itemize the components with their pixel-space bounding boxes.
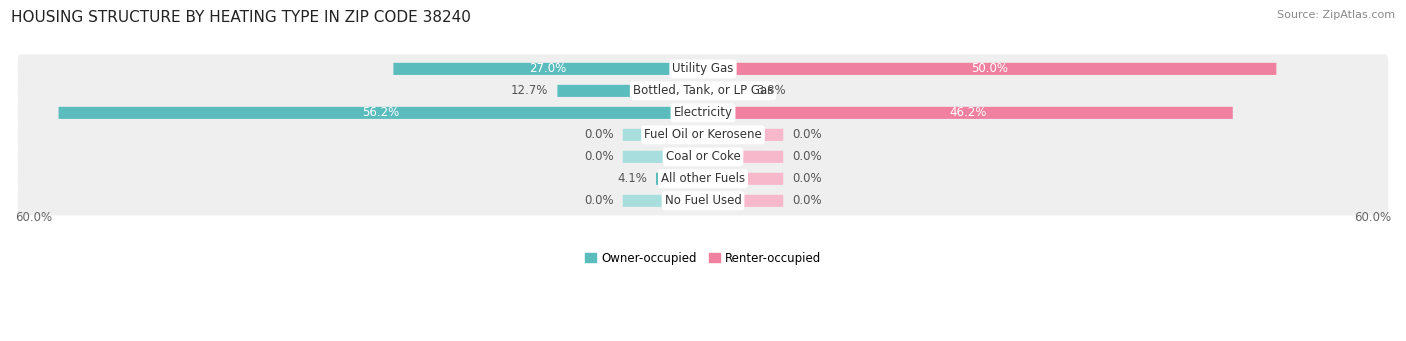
Text: 0.0%: 0.0%: [583, 128, 613, 142]
Text: All other Fuels: All other Fuels: [661, 172, 745, 185]
Text: HOUSING STRUCTURE BY HEATING TYPE IN ZIP CODE 38240: HOUSING STRUCTURE BY HEATING TYPE IN ZIP…: [11, 10, 471, 25]
Text: Electricity: Electricity: [673, 106, 733, 119]
FancyBboxPatch shape: [703, 107, 1233, 119]
FancyBboxPatch shape: [59, 107, 703, 119]
Text: 27.0%: 27.0%: [530, 62, 567, 75]
Text: 4.1%: 4.1%: [617, 172, 647, 185]
Legend: Owner-occupied, Renter-occupied: Owner-occupied, Renter-occupied: [579, 247, 827, 270]
Text: No Fuel Used: No Fuel Used: [665, 194, 741, 207]
FancyBboxPatch shape: [557, 85, 703, 97]
Text: 0.0%: 0.0%: [793, 194, 823, 207]
FancyBboxPatch shape: [18, 54, 1388, 84]
Text: Fuel Oil or Kerosene: Fuel Oil or Kerosene: [644, 128, 762, 142]
FancyBboxPatch shape: [18, 76, 1388, 105]
Text: 60.0%: 60.0%: [15, 211, 52, 224]
Text: 0.0%: 0.0%: [793, 172, 823, 185]
FancyBboxPatch shape: [18, 164, 1388, 193]
FancyBboxPatch shape: [703, 85, 747, 97]
FancyBboxPatch shape: [703, 63, 1277, 75]
Text: Utility Gas: Utility Gas: [672, 62, 734, 75]
FancyBboxPatch shape: [703, 151, 783, 163]
Text: 46.2%: 46.2%: [949, 106, 987, 119]
FancyBboxPatch shape: [18, 186, 1388, 216]
Text: 0.0%: 0.0%: [583, 194, 613, 207]
Text: 3.8%: 3.8%: [756, 84, 786, 98]
FancyBboxPatch shape: [394, 63, 703, 75]
Text: 56.2%: 56.2%: [363, 106, 399, 119]
FancyBboxPatch shape: [703, 129, 783, 141]
FancyBboxPatch shape: [18, 120, 1388, 149]
FancyBboxPatch shape: [623, 195, 703, 207]
Text: Source: ZipAtlas.com: Source: ZipAtlas.com: [1277, 10, 1395, 20]
Text: 12.7%: 12.7%: [510, 84, 548, 98]
FancyBboxPatch shape: [703, 173, 783, 185]
FancyBboxPatch shape: [657, 173, 703, 185]
FancyBboxPatch shape: [623, 151, 703, 163]
Text: 0.0%: 0.0%: [793, 128, 823, 142]
FancyBboxPatch shape: [703, 195, 783, 207]
FancyBboxPatch shape: [623, 129, 703, 141]
Text: 60.0%: 60.0%: [1354, 211, 1391, 224]
Text: 0.0%: 0.0%: [793, 150, 823, 163]
FancyBboxPatch shape: [18, 98, 1388, 128]
Text: 50.0%: 50.0%: [972, 62, 1008, 75]
Text: Bottled, Tank, or LP Gas: Bottled, Tank, or LP Gas: [633, 84, 773, 98]
Text: 0.0%: 0.0%: [583, 150, 613, 163]
FancyBboxPatch shape: [18, 142, 1388, 172]
Text: Coal or Coke: Coal or Coke: [665, 150, 741, 163]
